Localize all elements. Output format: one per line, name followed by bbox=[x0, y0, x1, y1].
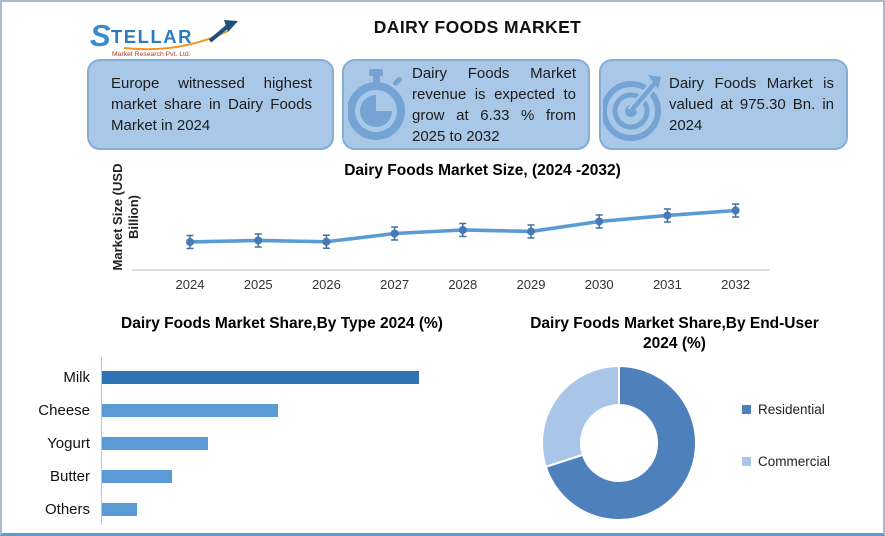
bar-category-label: Cheese bbox=[38, 402, 90, 419]
line-chart-svg: 2024 2025 2026 2027 2028 2029 2030 2031 2032 bbox=[132, 203, 770, 292]
highlight-box-europe: Europe witnessed highest market share in… bbox=[87, 59, 334, 150]
bar-chart-axis-line bbox=[101, 357, 102, 525]
bar-row: Others bbox=[12, 493, 482, 526]
legend-label: Residential bbox=[758, 402, 825, 417]
legend-item: Residential bbox=[742, 402, 830, 417]
x-tick-label: 2024 bbox=[176, 277, 205, 292]
data-point bbox=[595, 214, 604, 229]
data-point bbox=[663, 208, 672, 223]
stopwatch-icon bbox=[344, 67, 410, 143]
bar bbox=[102, 404, 278, 417]
data-point bbox=[254, 233, 263, 248]
logo-arrow-head bbox=[224, 20, 238, 32]
bar-category-label: Butter bbox=[49, 468, 90, 485]
bar-chart-title: Dairy Foods Market Share,By Type 2024 (%… bbox=[121, 315, 443, 332]
logo-subtitle: Market Research Pvt. Ltd. bbox=[112, 51, 191, 58]
bar-category-label: Others bbox=[44, 501, 90, 518]
bar-category-label: Milk bbox=[63, 369, 90, 386]
data-point bbox=[390, 226, 399, 241]
donut-chart-title: Dairy Foods Market Share,By End-User 202… bbox=[530, 315, 819, 352]
donut-chart-svg bbox=[541, 364, 697, 521]
highlight-text: Dairy Foods Market is valued at 975.30 B… bbox=[669, 75, 834, 134]
bar-chart-rows: Milk Cheese Yogurt Butter Others bbox=[12, 361, 482, 526]
highlight-text: Dairy Foods Market revenue is expected t… bbox=[412, 64, 576, 145]
logo-s-swoosh: S bbox=[90, 18, 111, 53]
data-point bbox=[186, 234, 194, 250]
data-point bbox=[527, 224, 535, 239]
legend-swatch bbox=[742, 457, 751, 466]
legend-label: Commercial bbox=[758, 454, 831, 469]
bar bbox=[102, 503, 138, 516]
bar bbox=[102, 437, 208, 450]
x-tick-label: 2028 bbox=[448, 277, 477, 292]
legend-swatch bbox=[742, 405, 751, 414]
donut-slice-residential bbox=[544, 364, 697, 521]
legend-item: Commercial bbox=[742, 454, 830, 469]
data-point bbox=[322, 234, 331, 249]
x-tick-label: 2032 bbox=[721, 277, 750, 292]
donut-slice-commercial bbox=[541, 364, 620, 469]
bar-category-label: Yogurt bbox=[47, 435, 90, 452]
x-tick-label: 2026 bbox=[312, 277, 341, 292]
x-tick-label: 2030 bbox=[585, 277, 614, 292]
donut-chart-legend: Residential Commercial bbox=[742, 402, 830, 506]
bar bbox=[102, 371, 419, 384]
data-point bbox=[731, 203, 740, 218]
bar-row: Cheese bbox=[12, 394, 482, 427]
page-title: DAIRY FOODS MARKET bbox=[373, 17, 582, 37]
logo-brand-text: TELLAR bbox=[111, 26, 193, 47]
x-tick-label: 2027 bbox=[380, 277, 409, 292]
bar-chart-panel: Dairy Foods Market Share,By Type 2024 (%… bbox=[12, 310, 482, 532]
highlight-box-growth: Dairy Foods Market revenue is expected t… bbox=[342, 59, 590, 150]
bar bbox=[102, 470, 173, 483]
highlight-text: Europe witnessed highest market share in… bbox=[111, 75, 312, 134]
bar-row: Butter bbox=[12, 460, 482, 493]
bar-row: Milk bbox=[12, 361, 482, 394]
bar-row: Yogurt bbox=[12, 427, 482, 460]
x-tick-label: 2025 bbox=[244, 277, 273, 292]
x-tick-label: 2031 bbox=[653, 277, 682, 292]
target-icon bbox=[601, 67, 667, 143]
highlight-box-valuation: Dairy Foods Market is valued at 975.30 B… bbox=[599, 59, 848, 150]
x-tick-label: 2029 bbox=[517, 277, 546, 292]
line-chart-title: Dairy Foods Market Size, (2024 -2032) bbox=[344, 162, 621, 179]
stellar-logo: S TELLAR Market Research Pvt. Ltd. bbox=[90, 18, 238, 58]
logo-arrow-shaft bbox=[208, 24, 230, 43]
data-point bbox=[458, 222, 467, 238]
